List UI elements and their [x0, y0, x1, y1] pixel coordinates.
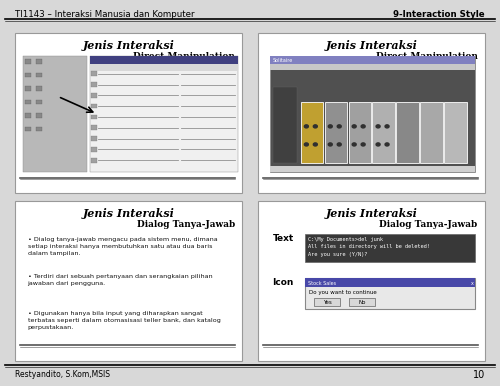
Text: Dialog Tanya-Jawab: Dialog Tanya-Jawab: [380, 220, 478, 229]
Circle shape: [328, 143, 332, 146]
Bar: [36, 100, 42, 104]
Bar: [91, 125, 97, 130]
Bar: [372, 102, 395, 163]
Circle shape: [385, 143, 389, 146]
Circle shape: [352, 125, 356, 128]
Bar: [24, 127, 31, 131]
Text: Jenis Interaksi: Jenis Interaksi: [326, 208, 417, 218]
Bar: [305, 278, 475, 287]
Bar: [36, 59, 42, 64]
Text: Dialog Tanya-Jawab: Dialog Tanya-Jawab: [137, 220, 235, 229]
Text: x: x: [471, 281, 474, 286]
Circle shape: [352, 143, 356, 146]
Bar: [24, 100, 31, 104]
Bar: [90, 64, 238, 71]
Bar: [36, 73, 42, 77]
Bar: [270, 166, 475, 172]
Text: Restyandito, S.Kom,MSIS: Restyandito, S.Kom,MSIS: [15, 370, 110, 379]
Text: • Digunakan hanya bila input yang diharapkan sangat
terbatas seperti dalam otoma: • Digunakan hanya bila input yang dihara…: [28, 311, 220, 330]
Text: No: No: [358, 300, 366, 305]
Circle shape: [376, 143, 380, 146]
Text: Direct Manipulation: Direct Manipulation: [376, 52, 478, 61]
Bar: [24, 73, 31, 77]
Text: Jenis Interaksi: Jenis Interaksi: [83, 40, 174, 51]
Bar: [91, 71, 97, 76]
Bar: [91, 93, 97, 98]
Bar: [396, 102, 419, 163]
Bar: [270, 56, 475, 64]
Text: Jenis Interaksi: Jenis Interaksi: [83, 208, 174, 218]
Circle shape: [376, 125, 380, 128]
Bar: [348, 102, 371, 163]
Bar: [24, 86, 31, 91]
Circle shape: [361, 143, 365, 146]
Bar: [91, 115, 97, 119]
Circle shape: [314, 143, 318, 146]
Circle shape: [328, 125, 332, 128]
Circle shape: [361, 125, 365, 128]
Bar: [258, 33, 485, 193]
Bar: [91, 136, 97, 141]
Text: Do you want to continue: Do you want to continue: [309, 290, 377, 295]
Bar: [90, 56, 238, 172]
Circle shape: [385, 125, 389, 128]
Bar: [305, 234, 475, 262]
Text: Yes: Yes: [322, 300, 332, 305]
Bar: [91, 158, 97, 163]
Text: 10: 10: [473, 370, 485, 380]
Bar: [90, 56, 238, 64]
Circle shape: [314, 125, 318, 128]
Text: C:\My Documents>del junk
All files in directory will be deleted!
Are you sure (Y: C:\My Documents>del junk All files in di…: [308, 237, 430, 257]
Bar: [314, 298, 340, 306]
Circle shape: [337, 125, 341, 128]
Text: TI1143 – Interaksi Manusia dan Komputer: TI1143 – Interaksi Manusia dan Komputer: [15, 10, 194, 19]
Bar: [36, 113, 42, 118]
Text: Solitaire: Solitaire: [272, 58, 293, 63]
Bar: [91, 82, 97, 87]
Bar: [36, 86, 42, 91]
Text: • Dialog tanya-jawab mengacu pada sistem menu, dimana
setiap interaksi hanya mem: • Dialog tanya-jawab mengacu pada sistem…: [28, 237, 217, 256]
Bar: [444, 102, 466, 163]
Bar: [420, 102, 442, 163]
Circle shape: [337, 143, 341, 146]
Text: Stock Sales: Stock Sales: [308, 281, 336, 286]
Text: Direct Manipulation: Direct Manipulation: [133, 52, 235, 61]
Bar: [36, 127, 42, 131]
Bar: [270, 56, 475, 172]
Bar: [22, 56, 87, 172]
Bar: [272, 87, 297, 163]
Circle shape: [304, 143, 308, 146]
Text: Jenis Interaksi: Jenis Interaksi: [326, 40, 417, 51]
Text: Icon: Icon: [272, 278, 294, 287]
Bar: [258, 201, 485, 361]
Text: • Terdiri dari sebuah pertanyaan dan serangkaian pilihan
jawaban dari pengguna.: • Terdiri dari sebuah pertanyaan dan ser…: [28, 274, 212, 286]
Bar: [24, 59, 31, 64]
Bar: [324, 102, 347, 163]
Bar: [270, 64, 475, 70]
Bar: [349, 298, 375, 306]
Bar: [91, 104, 97, 108]
Bar: [15, 201, 242, 361]
Bar: [15, 33, 242, 193]
Circle shape: [304, 125, 308, 128]
Bar: [301, 102, 323, 163]
Bar: [24, 113, 31, 118]
Text: 9-Interaction Style: 9-Interaction Style: [394, 10, 485, 19]
Bar: [91, 147, 97, 152]
Bar: [305, 278, 475, 309]
Text: Text: Text: [272, 234, 294, 242]
